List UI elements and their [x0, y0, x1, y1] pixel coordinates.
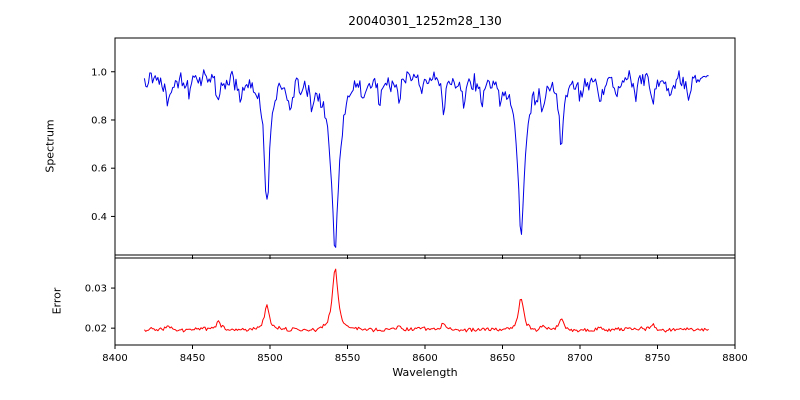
y-axis-label-error: Error: [50, 287, 64, 315]
y-tick-label: 0.8: [91, 115, 107, 126]
chart-title: 20040301_1252m28_130: [348, 14, 502, 28]
x-tick-label: 8650: [490, 353, 515, 364]
x-tick-label: 8400: [102, 353, 127, 364]
y-tick-label: 1.0: [91, 67, 107, 78]
y-tick-label: 0.4: [91, 212, 107, 223]
error-line: [144, 268, 709, 333]
x-axis-label: Wavelength: [392, 366, 458, 379]
spectrum-line: [143, 69, 709, 248]
x-tick-label: 8800: [722, 353, 747, 364]
x-tick-label: 8600: [412, 353, 437, 364]
x-tick-label: 8450: [180, 353, 205, 364]
y-axis-label-spectrum: Spectrum: [43, 119, 57, 173]
y-tick-label: 0.02: [85, 324, 107, 335]
x-tick-label: 8500: [257, 353, 282, 364]
y-tick-label: 0.6: [91, 164, 107, 175]
x-tick-label: 8550: [335, 353, 360, 364]
x-tick-label: 8750: [645, 353, 670, 364]
error-axes-frame: [114, 257, 736, 346]
y-tick-label: 0.03: [85, 284, 107, 295]
spectrum-axes-frame: [114, 37, 736, 256]
x-tick-label: 8700: [567, 353, 592, 364]
